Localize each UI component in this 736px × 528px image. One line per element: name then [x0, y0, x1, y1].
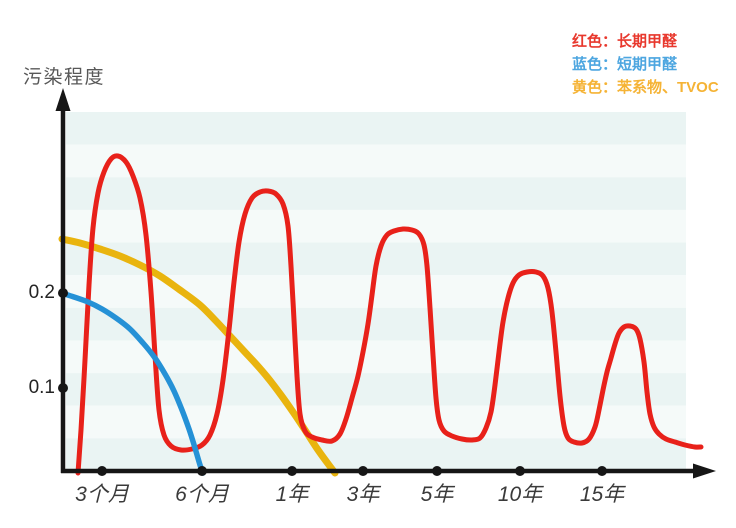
plot-band: [66, 340, 686, 374]
y-tick-label: 0.1: [28, 377, 55, 398]
y-tick-dot: [58, 383, 68, 393]
legend-item-blue: 蓝色：短期甲醛: [572, 56, 678, 73]
y-axis-arrowhead-icon: [55, 88, 71, 111]
y-tick-dot: [58, 288, 68, 298]
x-tick-label: 5年: [420, 483, 454, 506]
x-tick-dot: [358, 466, 368, 476]
x-tick-label: 3个月: [75, 483, 129, 506]
x-tick-dot: [287, 466, 297, 476]
plot-band: [66, 209, 686, 243]
legend: 红色：长期甲醛 蓝色：短期甲醛黄色：苯系物、TVOC: [572, 30, 719, 99]
plot-band: [66, 307, 686, 341]
x-tick-label: 1年: [275, 483, 309, 506]
plot-band: [66, 405, 686, 439]
x-tick-dot: [97, 466, 107, 476]
y-axis-title: 污染程度: [23, 67, 106, 88]
x-tick-label: 6个月: [175, 483, 229, 506]
x-axis-arrowhead-icon: [693, 463, 716, 479]
series-line-blue: [59, 290, 206, 476]
plot-band: [66, 438, 686, 471]
y-tick-label: 0.2: [28, 282, 55, 303]
x-tick-label: 3年: [346, 483, 380, 506]
x-tick-label: 10年: [497, 483, 543, 506]
x-tick-label: 15年: [579, 483, 625, 506]
legend-item-yellow: 黄色：苯系物、TVOC: [572, 79, 719, 96]
x-tick-dot: [597, 466, 607, 476]
x-tick-dot: [432, 466, 442, 476]
series-line-red: [75, 153, 704, 476]
plot-band: [66, 144, 686, 178]
plot-band: [66, 177, 686, 210]
x-tick-dot: [515, 466, 525, 476]
plot-band: [66, 112, 686, 145]
legend-item-red: 红色：长期甲醛: [572, 33, 678, 50]
x-tick-dot: [197, 466, 207, 476]
